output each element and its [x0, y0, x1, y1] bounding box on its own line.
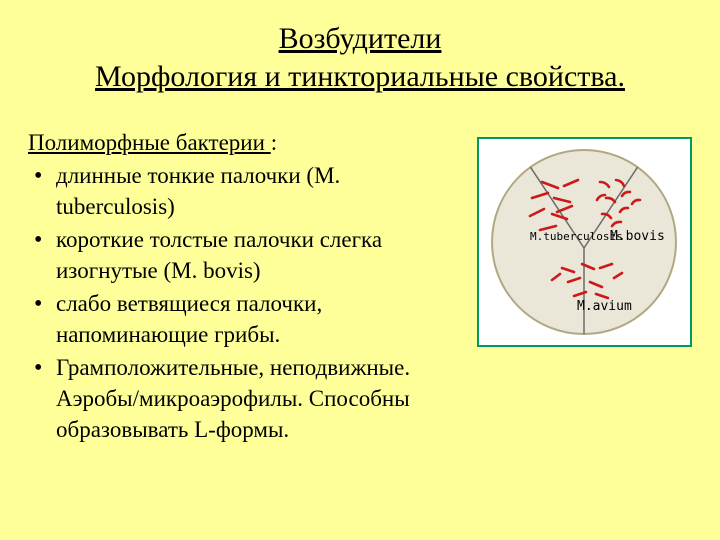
bacteria-diagram: M.tuberculosisM.bovis M.avium: [477, 137, 692, 347]
bacteria-diagram-svg: M.tuberculosisM.bovis M.avium: [482, 142, 687, 342]
list-item: длинные тонкие палочки (M. tuberculosis): [28, 160, 461, 222]
title-line-1: Возбудители: [28, 20, 692, 58]
title-line-2: Морфология и тинкториальные свойства.: [28, 58, 692, 96]
svg-text:M.bovis: M.bovis: [610, 229, 665, 244]
bullet-list: длинные тонкие палочки (M. tuberculosis)…: [28, 160, 461, 445]
subheading-colon: :: [271, 130, 277, 155]
svg-text:M.tuberculosis: M.tuberculosis: [530, 230, 623, 243]
diagram-column: M.tuberculosisM.bovis M.avium: [477, 137, 692, 347]
list-item: короткие толстые палочки слегка изогнуты…: [28, 224, 461, 286]
subheading: Полиморфные бактерии: [28, 130, 271, 155]
slide-title-block: Возбудители Морфология и тинкториальные …: [28, 20, 692, 95]
content-row: Полиморфные бактерии : длинные тонкие па…: [28, 127, 692, 447]
list-item: слабо ветвящиеся палочки, напоминающие г…: [28, 288, 461, 350]
svg-text:M.avium: M.avium: [577, 299, 632, 314]
text-column: Полиморфные бактерии : длинные тонкие па…: [28, 127, 461, 447]
list-item: Грамположительные, неподвижные. Аэробы/м…: [28, 352, 461, 445]
